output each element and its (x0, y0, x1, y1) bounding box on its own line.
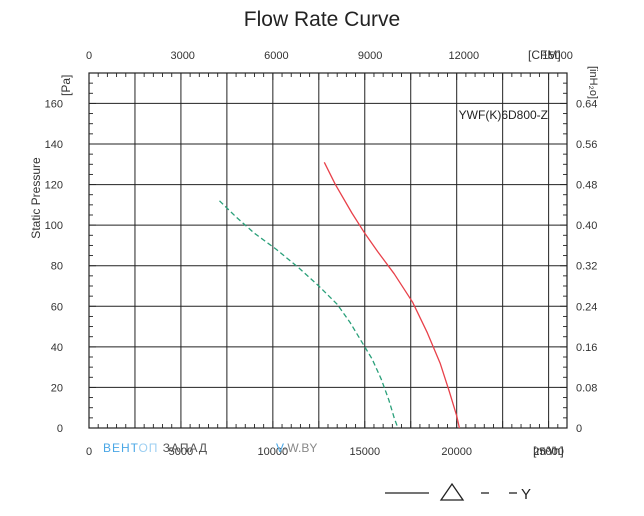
x-tick-label-bottom: 15000 (349, 446, 380, 458)
model-label: YWF(K)6D800-Z (459, 108, 548, 122)
watermark-site-v: V (276, 441, 284, 455)
chart-legend: Y (385, 482, 531, 503)
y-tick-label-left: 20 (51, 382, 63, 394)
y-tick-label-left: 0 (57, 423, 63, 435)
watermark-logo: ВЕНТОП ЗАПАД (103, 441, 208, 455)
y-tick-label-left: 40 (51, 342, 63, 354)
x-tick-label-top: 0 (86, 50, 92, 62)
grid-layer (88, 72, 568, 429)
y-tick-label-left: 120 (45, 180, 63, 192)
legend-solid-triangle-icon (439, 482, 465, 501)
y-tick-label-left: 60 (51, 301, 63, 313)
watermark-site: V-W.BY (276, 441, 317, 455)
y-tick-label-right: 0.64 (576, 98, 597, 110)
series-curve-solid (323, 162, 461, 429)
ticks-layer (88, 72, 568, 429)
x-unit-bottom: [m³/h] (533, 444, 564, 458)
y-unit-right: [inH₂o] (587, 66, 599, 99)
y-tick-label-left: 160 (45, 98, 63, 110)
x-tick-label-bottom: 20000 (441, 446, 472, 458)
watermark-site-text: -W.BY (283, 441, 318, 455)
x-tick-label-bottom: 10000 (258, 446, 289, 458)
y-tick-label-right: 0 (576, 423, 582, 435)
y-tick-label-right: 0.48 (576, 180, 597, 192)
y-tick-label-right: 0.56 (576, 139, 597, 151)
y-tick-label-right: 0.24 (576, 301, 597, 313)
plot-frame (88, 72, 568, 429)
y-tick-label-right: 0.08 (576, 382, 597, 394)
y-tick-label-left: 80 (51, 261, 63, 273)
x-tick-label-top: 6000 (264, 50, 288, 62)
y-tick-label-right: 0.16 (576, 342, 597, 354)
y-tick-label-left: 140 (45, 139, 63, 151)
series-layer (219, 162, 461, 429)
y-tick-label-right: 0.32 (576, 261, 597, 273)
y-axis-label: Static Pressure (29, 157, 43, 239)
y-unit-left: [Pa] (59, 75, 73, 96)
legend-dashed-label: Y (521, 486, 531, 503)
x-unit-top: [CFM] (528, 48, 561, 62)
x-tick-label-bottom: 25000 (533, 446, 564, 458)
chart-title: Flow Rate Curve (243, 8, 401, 31)
x-tick-label-bottom: 5000 (169, 446, 193, 458)
watermark-brand: ВЕНТ (103, 441, 139, 455)
watermark-brand-rest: ОП (138, 441, 159, 455)
series-curve-dashed (219, 200, 399, 429)
y-tick-label-left: 100 (45, 220, 63, 232)
watermark-word2: ЗАПАД (162, 441, 209, 455)
x-tick-label-top: 12000 (449, 50, 480, 62)
y-tick-label-right: 0.40 (576, 220, 597, 232)
x-tick-label-top: 15000 (542, 50, 573, 62)
x-tick-label-bottom: 0 (86, 446, 92, 458)
x-tick-label-top: 3000 (170, 50, 194, 62)
x-tick-label-top: 9000 (358, 50, 382, 62)
